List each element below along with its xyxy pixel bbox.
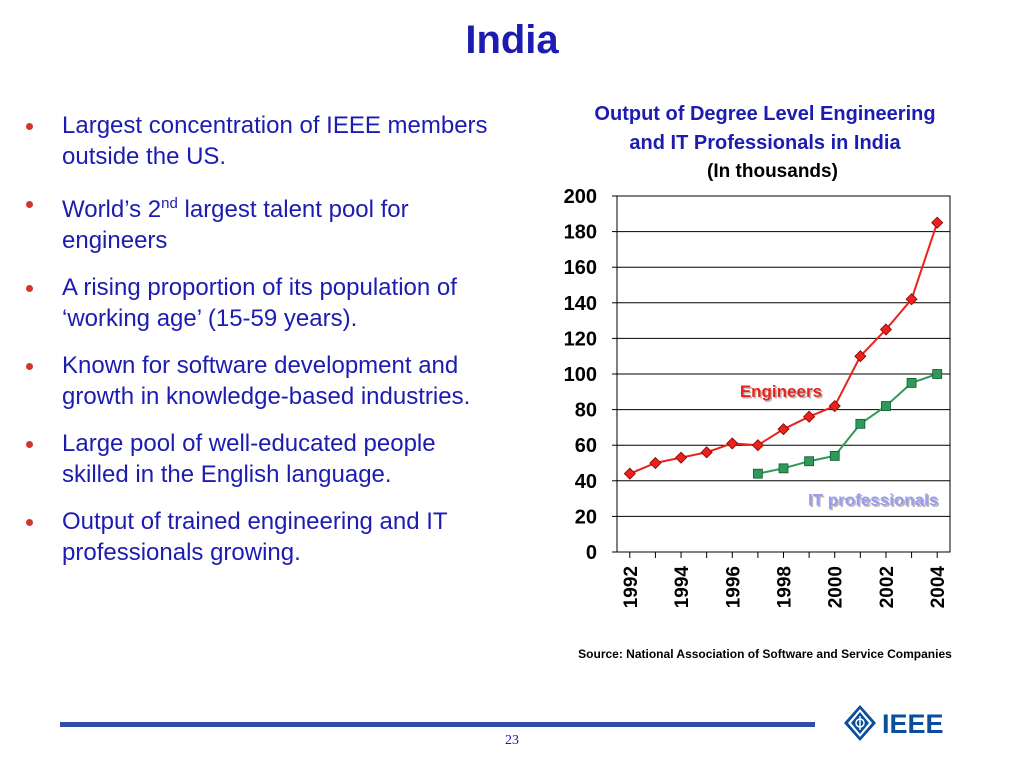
ieee-logo: IEEE <box>844 705 944 741</box>
data-point-diamond <box>623 467 636 480</box>
series-line <box>629 222 939 475</box>
data-point-square <box>881 401 891 411</box>
bullet-dot-icon <box>26 363 33 370</box>
data-point-square <box>855 418 866 429</box>
y-tick-label: 80 <box>575 400 597 422</box>
series-label: IT professionals <box>808 491 938 510</box>
data-point-diamond <box>931 216 944 229</box>
bullet-item: Large pool of well-educated people skill… <box>22 428 502 490</box>
data-point-square <box>752 468 763 479</box>
y-tick-label: 200 <box>564 186 597 208</box>
bullet-text: Largest concentration of IEEE members ou… <box>62 112 488 170</box>
y-tick-label: 60 <box>575 435 597 457</box>
bullet-superscript: nd <box>161 195 178 212</box>
bullet-text: Large pool of well-educated people skill… <box>62 430 436 488</box>
bullet-item: Known for software development and growt… <box>22 350 502 412</box>
bullet-dot-icon <box>26 519 33 526</box>
x-tick-label: 1994 <box>672 566 693 609</box>
bullet-dot-icon <box>26 201 33 208</box>
ieee-logo-text: IEEE <box>882 709 944 739</box>
x-tick-label: 1992 <box>621 566 642 608</box>
bullet-text-part: largest talent pool for engineers <box>62 196 409 254</box>
x-tick-label: 2004 <box>928 566 949 609</box>
ieee-diamond-icon <box>844 705 876 741</box>
data-point-diamond <box>777 423 790 436</box>
x-tick-label: 2002 <box>877 566 898 608</box>
x-tick-label: 2000 <box>826 566 847 608</box>
chart-title-line: Output of Degree Level Engineering <box>594 103 936 125</box>
y-tick-label: 40 <box>575 471 597 493</box>
y-tick-label: 20 <box>575 506 597 528</box>
bullet-item: Largest concentration of IEEE members ou… <box>22 110 502 172</box>
bullet-list: Largest concentration of IEEE members ou… <box>22 110 502 584</box>
bullet-text: Known for software development and growt… <box>62 352 471 410</box>
data-point-diamond <box>803 410 816 423</box>
y-tick-label: 100 <box>564 364 597 386</box>
bullet-text: Output of trained engineering and IT pro… <box>62 508 448 566</box>
bullet-item: World’s 2nd largest talent pool for engi… <box>22 188 502 256</box>
y-tick-label: 140 <box>564 293 597 315</box>
x-tick-label: 1996 <box>723 566 744 608</box>
data-point-diamond <box>726 437 739 450</box>
bullet-item: Output of trained engineering and IT pro… <box>22 506 502 568</box>
source-note: Source: National Association of Software… <box>578 647 952 661</box>
data-point-square <box>804 456 815 467</box>
data-point-square <box>932 369 943 379</box>
page-number: 23 <box>505 733 519 748</box>
data-point-square <box>778 463 789 474</box>
chart-title-line: and IT Professionals in India <box>629 132 901 154</box>
data-point-square <box>829 450 840 461</box>
chart-title: Output of Degree Level Engineering and I… <box>540 100 990 158</box>
data-point-diamond <box>879 323 893 336</box>
x-tick-label: 1998 <box>775 566 796 608</box>
y-tick-label: 120 <box>564 328 597 350</box>
data-point-diamond <box>828 399 841 413</box>
data-point-diamond <box>854 350 867 363</box>
series-label: Engineers <box>740 382 822 401</box>
bullet-text: A rising proportion of its population of… <box>62 274 457 332</box>
series-label-shadow: IT professionals <box>809 492 939 511</box>
y-tick-label: 180 <box>564 222 597 244</box>
footer-divider <box>60 722 815 727</box>
bullet-dot-icon <box>26 285 33 292</box>
data-point-diamond <box>751 439 764 452</box>
data-point-square <box>906 377 917 388</box>
data-point-diamond <box>649 456 662 470</box>
bullet-item: A rising proportion of its population of… <box>22 272 502 334</box>
data-point-diamond <box>674 451 688 464</box>
slide-title: India <box>465 18 559 62</box>
bullet-dot-icon <box>26 123 33 130</box>
data-point-diamond <box>905 293 918 306</box>
series-label-shadow: Engineers <box>741 384 823 403</box>
bullet-dot-icon <box>26 441 33 448</box>
y-tick-label: 0 <box>586 542 597 564</box>
bullet-text-part: World’s 2 <box>62 196 162 223</box>
chart-subtitle: (In thousands) <box>707 161 838 182</box>
data-point-diamond <box>700 446 713 459</box>
y-tick-label: 160 <box>564 257 597 279</box>
